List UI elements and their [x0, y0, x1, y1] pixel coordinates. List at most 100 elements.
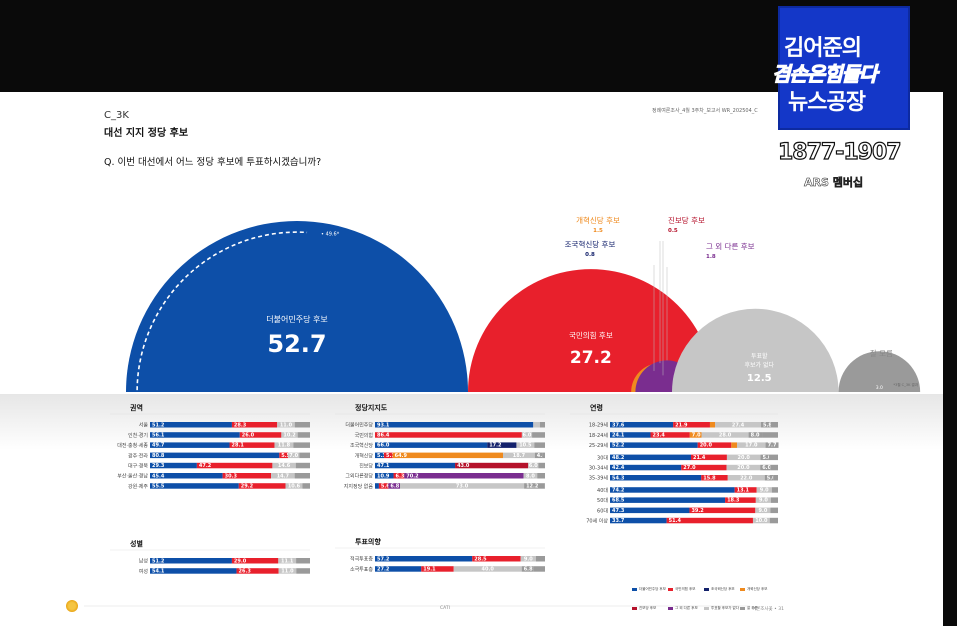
row-label: 50대	[597, 497, 608, 504]
row-label: 60대	[597, 507, 608, 514]
bubble-ppp	[468, 269, 714, 392]
bar-segment-dem	[150, 452, 280, 459]
bar-segment-rest	[299, 452, 310, 459]
bar-segment-none	[520, 556, 536, 562]
bar-value: 18.7	[513, 453, 526, 459]
row-label: 적극투표층	[350, 556, 373, 563]
bubble-none	[672, 308, 839, 392]
panel-title-2: 정당지지도	[355, 403, 388, 412]
row-label: 여성	[139, 568, 148, 575]
bar-segment-ppp	[222, 473, 272, 479]
bar-value: 11.0	[280, 422, 293, 428]
bar-value: 17.2	[489, 443, 502, 449]
bar-segment-ppp	[666, 517, 753, 524]
row-label: 35-39세	[589, 475, 609, 482]
bar-value: 40.0	[482, 567, 495, 573]
bubble-dem	[126, 221, 468, 392]
bar-value: 6.0	[762, 465, 771, 471]
row-label: 진보당	[359, 463, 373, 470]
bar-segment-ppp	[231, 558, 279, 564]
row-label: 그외다른정당	[345, 473, 373, 480]
bar-segment-dem	[150, 422, 232, 428]
bar-value: 43.0	[457, 463, 470, 469]
bar-segment-ppp	[472, 556, 521, 562]
bar-value: 9.0	[524, 556, 533, 562]
legend-swatch	[632, 607, 637, 610]
bar-segment-rest	[771, 487, 778, 493]
bar-value: 27.4	[732, 422, 745, 428]
bar-segment-none	[737, 442, 766, 448]
footnote: *3월 C_3K 결과	[893, 382, 918, 387]
bar-value: 10.5	[519, 443, 532, 449]
bar-segment-dontknow	[748, 432, 763, 438]
bar-segment-none	[271, 473, 295, 479]
bar-segment-dem	[150, 442, 230, 448]
bar-segment-dem	[150, 483, 239, 489]
bar-value: 11.8	[278, 443, 291, 449]
bar-value: 5.6	[381, 484, 390, 490]
bar-segment-none	[752, 517, 770, 524]
bar-segment-none	[701, 432, 749, 438]
bubble-small-label-2: 진보당 후보	[668, 215, 705, 225]
bar-value: 6.3	[396, 473, 405, 479]
bar-value: 52.2	[612, 443, 625, 449]
bar-segment-ppp	[681, 464, 727, 471]
bar-value: 9.0	[760, 488, 769, 494]
bar-segment-rest	[770, 422, 778, 428]
bar-segment-none	[755, 497, 771, 503]
bar-value: 28.0	[719, 433, 732, 439]
bar-value: 7.7	[768, 443, 777, 449]
bubble-small-value-2: 0.5	[668, 228, 678, 234]
bar-value: 47.2	[199, 463, 212, 469]
bar-segment-rest	[770, 507, 778, 514]
bar-value: 5.8	[763, 422, 772, 428]
previous-value-arc	[136, 231, 308, 392]
bar-value: 11.0	[281, 569, 294, 575]
row-label: 25-29세	[589, 442, 609, 449]
bar-segment-rest	[768, 454, 778, 461]
bar-segment-rest	[533, 566, 545, 572]
bar-segment-none	[503, 452, 535, 459]
row-label: 국민의힘	[355, 432, 373, 439]
bar-segment-rest	[538, 462, 545, 469]
bar-value: 55.5	[152, 484, 165, 490]
bar-value: 6.8	[390, 484, 399, 490]
legend-label: 진보당 후보	[639, 606, 657, 610]
bar-segment-ppp	[734, 487, 757, 493]
bar-value: 28.3	[234, 422, 247, 428]
bubble-small-label-3: 그 외 다른 후보	[706, 241, 755, 251]
bar-segment-rest	[295, 462, 310, 469]
bar-value: 10.6	[288, 484, 301, 490]
panel-title-1: 성별	[130, 539, 143, 548]
bar-value: 19.1	[423, 567, 436, 573]
bar-segment-progressive	[455, 462, 529, 469]
bar-segment-ppp	[384, 452, 393, 459]
bar-segment-dontknow	[760, 454, 769, 461]
bar-segment-rest	[296, 558, 310, 564]
bar-segment-dem	[150, 568, 237, 574]
bubble-none-value: 12.5	[747, 373, 772, 384]
bar-value: 6.0	[523, 433, 532, 439]
bar-value: 48.2	[612, 455, 625, 461]
bar-segment-dontknow	[521, 566, 534, 572]
bar-value: 28.5	[474, 556, 487, 562]
bubble-small-value-3: 1.8	[706, 254, 716, 260]
bar-value: 21.4	[693, 455, 706, 461]
bar-value: 42.4	[612, 465, 625, 471]
row-label: 인천·경기	[128, 432, 148, 439]
bar-value: 51.2	[152, 422, 165, 428]
bar-segment-none	[755, 507, 771, 514]
bubble-dontknow-value: 3.0	[876, 385, 883, 391]
bar-segment-ppp	[238, 483, 286, 489]
bar-segment-rest	[302, 483, 310, 489]
row-label: 30대	[597, 454, 608, 461]
bar-segment-rest	[534, 442, 545, 448]
bar-value: 5.5	[281, 453, 290, 459]
bar-value: 11.1	[281, 558, 294, 564]
survey-question: Q. 이번 대선에서 어느 정당 후보에 투표하시겠습니까?	[104, 157, 322, 168]
bar-segment-ppp	[279, 452, 289, 459]
bar-value: 22.0	[740, 475, 753, 481]
slide-code: C_3K	[104, 110, 129, 121]
bar-value: 54.3	[612, 475, 625, 481]
bar-segment-none	[528, 462, 539, 469]
